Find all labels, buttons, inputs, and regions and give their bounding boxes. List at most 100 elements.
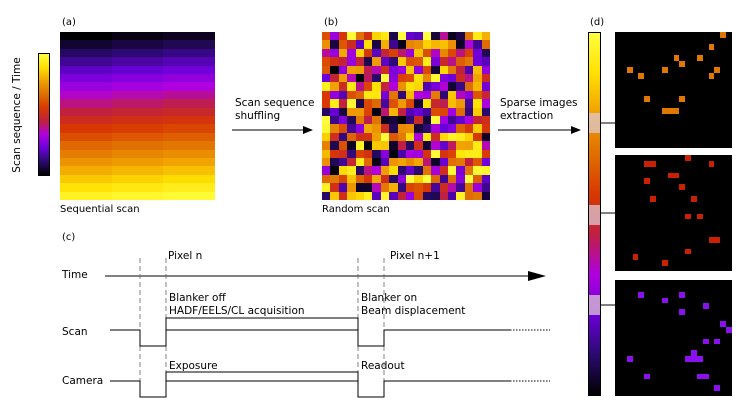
pixel (322, 90, 331, 100)
pixel (163, 74, 216, 83)
pixel (389, 65, 398, 75)
sparse-pixel (685, 356, 692, 362)
pixel (473, 90, 482, 100)
pixel (448, 191, 457, 201)
pixel (414, 166, 424, 176)
pixel (372, 57, 382, 66)
panel-label-a: (a) (62, 17, 76, 28)
pixel (464, 166, 474, 176)
pixel (439, 57, 449, 66)
pixel (406, 65, 415, 75)
pixel (355, 191, 365, 201)
pixel (338, 40, 348, 50)
sparse-pixel (726, 326, 732, 333)
pixel (338, 107, 348, 117)
pixel (431, 32, 440, 41)
pixel (473, 183, 482, 192)
pixel (355, 57, 365, 66)
pixel (414, 107, 424, 117)
pixel (414, 90, 424, 100)
pixel (338, 158, 348, 167)
pixel (464, 90, 474, 100)
pixel (355, 65, 365, 75)
pixel (414, 141, 424, 150)
pixel (364, 132, 373, 142)
pixel (397, 90, 407, 100)
pixel (422, 183, 432, 192)
pixel (439, 132, 449, 142)
pixel (397, 99, 407, 108)
pixel (372, 132, 382, 142)
pixel (439, 116, 449, 125)
pixel (330, 166, 340, 176)
pixel (439, 82, 449, 92)
pixel (406, 32, 415, 41)
pixel (163, 90, 216, 100)
pixel (380, 107, 390, 117)
pixel (406, 166, 415, 176)
sparse-pixel (702, 338, 709, 345)
pixel (456, 158, 466, 167)
pixel (60, 183, 113, 193)
pixel (111, 107, 164, 117)
pixel (163, 183, 216, 193)
pixel (481, 90, 491, 100)
pixel (364, 32, 373, 41)
pixel (473, 174, 482, 184)
pixel (322, 158, 331, 167)
pixel (111, 65, 164, 75)
pixel (481, 32, 491, 41)
pixel (456, 191, 466, 201)
sparse-pixel (644, 160, 651, 167)
pixel (347, 32, 356, 41)
pixel (439, 107, 449, 117)
pixel (439, 158, 449, 167)
pixel (111, 191, 164, 201)
pixel (422, 32, 432, 41)
pixel (397, 183, 407, 192)
pixel (464, 158, 474, 167)
pixel (456, 141, 466, 150)
pixel (322, 107, 331, 117)
sequential-scan-caption: Sequential scan (60, 204, 140, 215)
pixel (473, 82, 482, 92)
pixel (481, 65, 491, 75)
pixel (111, 99, 164, 109)
pixel (330, 40, 340, 50)
pixel (397, 107, 407, 117)
blanker-off-label: Blanker off (169, 292, 226, 304)
sparse-pixel (644, 178, 651, 185)
pixel (397, 141, 407, 150)
pixel (60, 107, 113, 117)
pixel (439, 166, 449, 176)
pixel (347, 124, 356, 134)
pixel (397, 191, 407, 201)
pixel (431, 82, 440, 92)
pixel (111, 149, 164, 159)
pixel (380, 124, 390, 134)
sparse-pixel (661, 297, 668, 304)
pixel (380, 116, 390, 125)
pixel (414, 183, 424, 192)
pixel (338, 183, 348, 192)
pixel (322, 132, 331, 142)
pixel (406, 149, 415, 159)
sparse-pixel (708, 236, 721, 243)
pixel (111, 174, 164, 184)
pixel (355, 183, 365, 192)
pixel (338, 48, 348, 58)
pixel (397, 116, 407, 125)
pixel (397, 65, 407, 75)
pixel (322, 149, 331, 159)
pixel (355, 141, 365, 150)
pixel (431, 107, 440, 117)
pixel (414, 48, 424, 58)
pixel (322, 48, 331, 58)
pixel (380, 90, 390, 100)
pixel (338, 32, 348, 41)
pixel (473, 166, 482, 176)
pixel (322, 40, 331, 50)
pixel (355, 149, 365, 159)
pixel (473, 99, 482, 108)
pixel (380, 57, 390, 66)
